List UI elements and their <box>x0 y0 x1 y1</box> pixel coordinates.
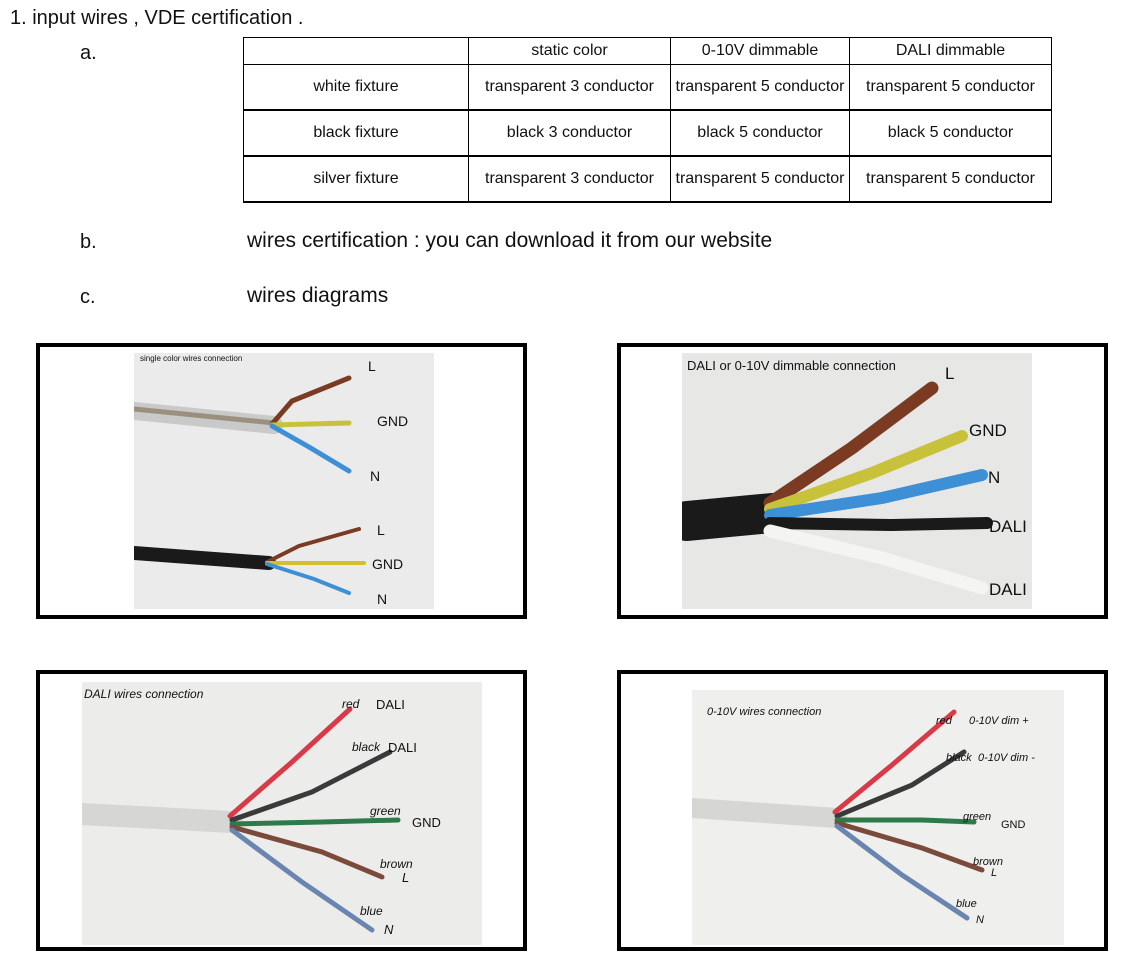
wire-color-brown: brown <box>380 857 413 871</box>
label-n: N <box>377 591 388 607</box>
label-dali: DALI <box>376 697 405 712</box>
dimmable-diagram: DALI or 0-10V dimmable connection L GND … <box>617 343 1108 619</box>
table-cell: transparent 5 conductor <box>670 64 850 111</box>
label-dim-plus: 0-10V dim + <box>969 715 1029 727</box>
dali-caption: DALI wires connection <box>84 687 204 701</box>
wire-color-black: black <box>946 752 972 764</box>
row-name: white fixture <box>243 64 469 111</box>
table-cell: black 3 conductor <box>468 109 671 157</box>
wire-color-green: green <box>370 804 401 818</box>
v010-wires-diagram: 0-10V wires connection red 0-10V dim + b… <box>617 670 1108 951</box>
v010-wires-photo <box>692 690 1064 945</box>
dimmable-caption: DALI or 0-10V dimmable connection <box>687 358 896 373</box>
dimmable-wires-photo <box>682 353 1032 609</box>
section-c-text: wires diagrams <box>247 284 389 307</box>
section-b-label: b. <box>80 231 97 253</box>
label-gnd: GND <box>412 815 441 830</box>
label-n: N <box>988 468 1001 487</box>
table-cell: transparent 5 conductor <box>670 155 850 203</box>
table-row: black fixture black 3 conductor black 5 … <box>243 109 1052 157</box>
table-header-row: static color 0-10V dimmable DALI dimmabl… <box>243 37 1052 65</box>
row-name: black fixture <box>243 109 469 157</box>
table-cell: transparent 3 conductor <box>468 155 671 203</box>
table-header-cell: 0-10V dimmable <box>670 37 850 65</box>
row-name: silver fixture <box>243 155 469 203</box>
heading: 1. input wires , VDE certification . <box>10 7 304 29</box>
label-gnd: GND <box>372 556 404 572</box>
table-header-cell <box>243 37 469 65</box>
section-c-label: c. <box>80 286 96 308</box>
table-header-cell: static color <box>468 37 671 65</box>
wire-color-green: green <box>963 811 992 823</box>
single-color-caption: single color wires connection <box>140 354 243 363</box>
label-l: L <box>402 870 410 885</box>
table-cell: black 5 conductor <box>670 109 850 157</box>
label-dim-minus: 0-10V dim - <box>978 752 1035 764</box>
v010-caption: 0-10V wires connection <box>707 706 822 718</box>
wire-color-red: red <box>342 697 360 711</box>
label-gnd: GND <box>1001 819 1026 831</box>
table-cell: transparent 3 conductor <box>468 64 671 111</box>
table-header-cell: DALI dimmable <box>849 37 1052 65</box>
label-l: L <box>991 867 998 879</box>
label-l: L <box>945 364 955 383</box>
label-gnd: GND <box>377 413 409 429</box>
wire-color-blue: blue <box>956 898 977 910</box>
wire-color-black: black <box>352 740 381 754</box>
label-n: N <box>384 922 394 937</box>
table-cell: transparent 5 conductor <box>849 155 1052 203</box>
label-dali: DALI <box>989 517 1027 536</box>
label-n: N <box>976 914 984 926</box>
wire-color-red: red <box>936 715 952 727</box>
section-a-label: a. <box>80 42 97 64</box>
single-color-diagram: single color wires connection L GND N L … <box>36 343 527 619</box>
label-gnd: GND <box>969 421 1007 440</box>
table-row: white fixture transparent 3 conductor tr… <box>243 64 1052 111</box>
label-n: N <box>370 468 381 484</box>
label-l: L <box>368 358 376 374</box>
label-dali: DALI <box>388 740 417 755</box>
table-cell: black 5 conductor <box>849 109 1052 157</box>
table-cell: transparent 5 conductor <box>849 64 1052 111</box>
dali-wires-photo <box>82 682 482 945</box>
label-dali: DALI <box>989 580 1027 599</box>
section-b-text: wires certification : you can download i… <box>247 229 773 252</box>
wire-color-blue: blue <box>360 904 383 918</box>
label-l: L <box>377 522 385 538</box>
table-row: silver fixture transparent 3 conductor t… <box>243 155 1052 203</box>
wire-table: static color 0-10V dimmable DALI dimmabl… <box>243 37 1052 203</box>
dali-wires-diagram: DALI wires connection red DALI black DAL… <box>36 670 527 951</box>
wire-color-brown: brown <box>973 856 1003 868</box>
single-color-wires-photo <box>134 353 434 609</box>
